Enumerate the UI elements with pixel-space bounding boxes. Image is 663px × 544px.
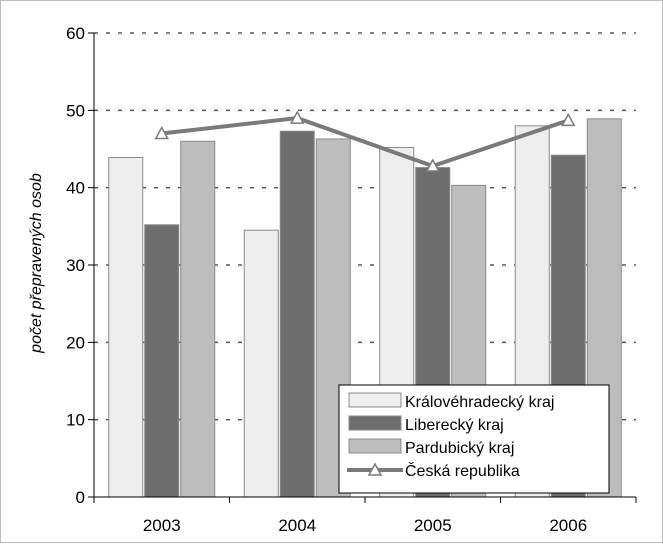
bar: [180, 140, 216, 498]
bar: [243, 229, 279, 498]
tick-labels: 0 10 20 30 40 50 60 2003 2004 2005 2006: [66, 24, 587, 535]
legend-swatch: [348, 415, 402, 431]
line-point-marker: [154, 125, 170, 140]
legend-swatch: [348, 392, 402, 408]
y-tick-label: 60: [66, 24, 85, 43]
x-tick-label: 2005: [414, 516, 452, 535]
y-tick-label: 20: [66, 333, 85, 352]
line-series: [154, 110, 576, 172]
y-tick-label: 0: [76, 488, 85, 507]
y-tick-label: 50: [66, 101, 85, 120]
y-axis-label: počet přepravených osob: [28, 173, 45, 354]
bar: [144, 224, 180, 498]
y-tick-label: 30: [66, 256, 85, 275]
legend: Královéhradecký kraj Liberecký kraj Pardub…: [338, 384, 610, 494]
legend-label: Liberecký kraj: [405, 417, 504, 434]
bar: [108, 157, 144, 498]
bar: [279, 130, 315, 498]
legend-label: Česká republika: [405, 461, 520, 480]
x-tick-label: 2003: [143, 516, 181, 535]
line-point-marker: [289, 110, 305, 124]
line-point-marker: [425, 158, 441, 172]
y-tick-label: 10: [66, 411, 85, 430]
x-tick-label: 2004: [278, 516, 316, 535]
legend-label: Královéhradecký kraj: [405, 394, 554, 411]
x-tick-label: 2006: [549, 516, 587, 535]
y-tick-label: 40: [66, 179, 85, 198]
line-point-marker: [560, 112, 576, 127]
legend-label: Pardubický kraj: [405, 440, 514, 457]
axes: [93, 33, 637, 503]
legend-swatch: [348, 438, 402, 454]
legend-marker: [367, 462, 383, 476]
series-line: [161, 116, 569, 169]
gridlines: [88, 32, 636, 498]
